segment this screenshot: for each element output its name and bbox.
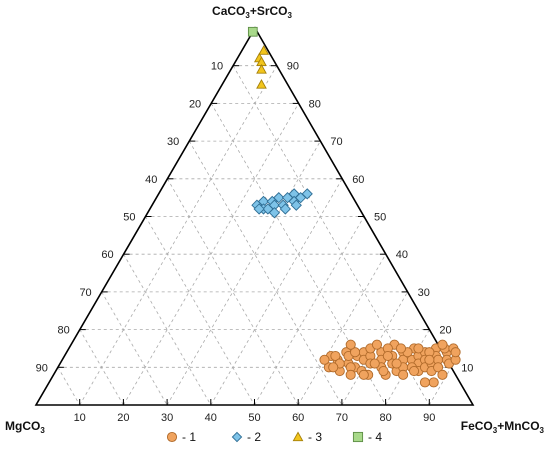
legend-label-4: - 4 <box>368 430 382 444</box>
grid-line <box>57 367 81 406</box>
data-point-series-1 <box>450 347 461 358</box>
grid-line <box>188 140 343 406</box>
tick-layer: 10 90 10 20 80 20 30 70 30 40 60 40 50 50 50 60 40 60 70 30… <box>36 61 474 424</box>
legend: - 1 - 2 - 3 - 4 <box>166 430 382 444</box>
grid-line <box>79 65 278 406</box>
legend-marker-3 <box>292 431 304 442</box>
bottom-edge-tick-label: 60 <box>292 412 304 424</box>
bottom-edge-tick-label: 70 <box>336 412 348 424</box>
data-point-series-3 <box>256 63 267 74</box>
data-point-series-1 <box>433 362 444 373</box>
data-point-series-1 <box>345 369 356 380</box>
legend-label-3: - 3 <box>308 430 322 444</box>
data-point-series-1 <box>398 369 409 380</box>
data-point-series-1 <box>424 354 435 365</box>
data-point-series-1 <box>378 366 389 377</box>
data-point-series-1 <box>330 350 341 362</box>
grid-line <box>79 329 124 406</box>
data-point-series-1 <box>350 347 361 358</box>
grid-line <box>123 253 212 406</box>
data-point-series-1 <box>391 358 402 369</box>
bottom-edge-tick-label: 40 <box>205 412 217 424</box>
legend-marker-2 <box>231 431 243 443</box>
bottom-edge-tick-label: 20 <box>117 412 129 424</box>
vertex-label-left: MgCO3​ <box>5 419 45 435</box>
data-point-series-1 <box>369 358 380 369</box>
data-point-series-2 <box>253 203 265 215</box>
bottom-edge-tick-label: 10 <box>74 412 86 424</box>
data-point-series-1 <box>413 343 424 354</box>
grid-line <box>101 291 168 406</box>
vertex-label-right: FeCO3​+MnCO3​ <box>461 419 545 435</box>
left-edge-tick-label: 40 <box>145 174 157 186</box>
left-edge-tick-label: 10 <box>211 61 223 73</box>
data-point-series-1 <box>371 339 382 350</box>
data-point-series-2 <box>290 199 302 211</box>
bottom-edge-tick-label: 50 <box>248 412 260 424</box>
right-edge-tick-label: 10 <box>461 362 473 374</box>
data-point-series-1 <box>345 339 356 350</box>
data-point-series-1 <box>328 362 339 373</box>
right-edge-tick-label: 90 <box>287 61 299 73</box>
vertex-label-top: CaCO3​+SrCO3​ <box>212 4 292 20</box>
grid-line <box>297 253 387 406</box>
right-edge-tick-label: 30 <box>418 287 430 299</box>
legend-marker-4 <box>352 431 364 443</box>
legend-label-1: - 1 <box>182 430 196 444</box>
data-point-series-1 <box>419 377 431 388</box>
legend-marker-1 <box>166 431 178 443</box>
left-edge-tick-label: 20 <box>189 98 201 110</box>
right-edge-tick-label: 70 <box>330 136 342 148</box>
right-edge-tick-label: 20 <box>439 325 451 337</box>
data-point-series-3 <box>256 79 267 89</box>
data-point-series-1 <box>428 377 439 388</box>
bottom-edge-tick-label: 30 <box>161 412 173 424</box>
left-edge-tick-label: 30 <box>167 136 179 148</box>
left-edge-tick-label: 50 <box>123 212 135 224</box>
data-point-series-2 <box>273 192 285 204</box>
grid-line <box>166 140 321 406</box>
data-point-series-1 <box>319 354 330 365</box>
left-edge-tick-label: 60 <box>101 249 113 261</box>
data-point-series-4 <box>247 26 258 37</box>
grid-line <box>428 367 452 406</box>
bottom-edge-tick-label: 80 <box>379 412 391 424</box>
left-edge-tick-label: 90 <box>36 362 48 374</box>
points-layer <box>247 26 461 388</box>
data-point-series-2 <box>279 203 291 215</box>
left-edge-tick-label: 80 <box>58 325 70 337</box>
data-point-series-1 <box>437 339 448 350</box>
data-point-series-1 <box>408 366 420 377</box>
right-edge-tick-label: 50 <box>374 212 386 224</box>
data-point-series-1 <box>358 369 369 380</box>
legend-label-2: - 2 <box>247 430 261 444</box>
right-edge-tick-label: 40 <box>396 249 408 261</box>
data-point-series-2 <box>301 188 313 200</box>
data-point-series-3 <box>258 45 270 55</box>
data-point-series-2 <box>268 207 281 219</box>
grid-line <box>145 216 255 406</box>
left-edge-tick-label: 70 <box>79 287 91 299</box>
grid-line <box>123 103 299 406</box>
data-point-series-1 <box>395 343 407 354</box>
right-edge-tick-label: 60 <box>352 174 364 186</box>
data-point-series-1 <box>382 350 393 362</box>
grid-line <box>341 291 408 406</box>
data-point-series-1 <box>437 369 448 380</box>
grid-line <box>254 216 365 406</box>
bottom-edge-tick-label: 90 <box>423 412 435 424</box>
right-edge-tick-label: 80 <box>309 98 321 110</box>
